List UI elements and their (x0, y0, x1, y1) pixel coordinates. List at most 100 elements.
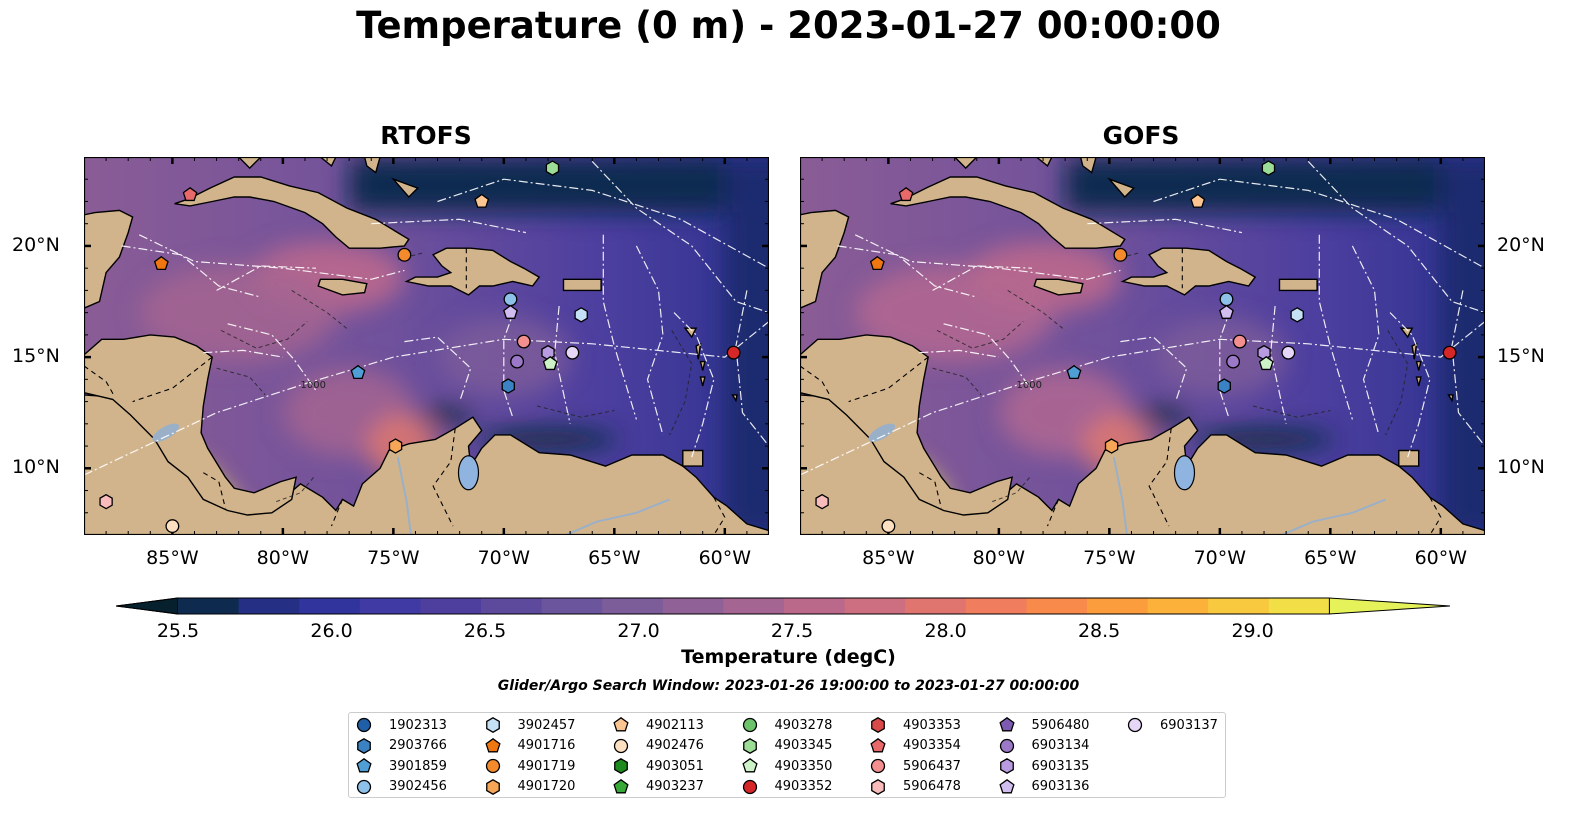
hexagon-marker-icon (614, 758, 628, 774)
float-marker-3901859[interactable] (350, 364, 366, 379)
legend-item[interactable]: 4903354 (869, 736, 961, 756)
float-marker-3901859[interactable] (1066, 364, 1082, 379)
float-marker-3902456[interactable] (1219, 292, 1234, 307)
legend-item[interactable]: 6903137 (1126, 715, 1218, 735)
float-marker-6903136[interactable] (1219, 304, 1234, 319)
legend-item[interactable]: 4903345 (741, 736, 832, 756)
legend-marker-6903134[interactable] (999, 738, 1014, 753)
legend-marker-5906478[interactable] (871, 778, 885, 795)
legend-label: 4903237 (646, 779, 704, 794)
float-marker-3902456[interactable] (503, 292, 518, 307)
float-marker-4901720[interactable] (388, 438, 403, 454)
legend-marker-4903345[interactable] (742, 737, 757, 754)
legend-marker-3902457[interactable] (485, 717, 500, 733)
float-marker-4901716[interactable] (869, 255, 885, 271)
colorbar-segment (905, 598, 967, 614)
float-marker-4903350[interactable] (542, 355, 558, 371)
legend-item[interactable]: 4903237 (612, 777, 704, 797)
legend-marker-4903353[interactable] (871, 717, 885, 733)
lon-tick-label: 60°W (698, 547, 752, 569)
legend-marker-3901859[interactable] (356, 757, 372, 773)
float-marker-6903137[interactable] (1281, 345, 1296, 360)
land-honduras (800, 334, 1014, 516)
legend-marker-4903237[interactable] (613, 778, 629, 793)
colorbar (116, 597, 1451, 615)
float-marker-5906437[interactable] (1232, 334, 1247, 349)
map-panel-rtofs[interactable]: 1000 (84, 157, 769, 535)
float-marker-4902476[interactable] (881, 519, 896, 534)
float-marker-2903766[interactable] (501, 378, 515, 394)
float-marker-4901720[interactable] (1104, 438, 1119, 454)
legend-marker-4903051[interactable] (614, 758, 628, 774)
float-marker-3902457[interactable] (1290, 307, 1304, 323)
float-marker-3902457[interactable] (574, 307, 588, 323)
legend-item[interactable]: 4902113 (612, 715, 704, 735)
pentagon-marker-icon (998, 778, 1015, 793)
float-marker-2903766[interactable] (1217, 378, 1231, 394)
float-marker-4903352[interactable] (1442, 345, 1457, 360)
float-marker-4902113[interactable] (474, 193, 490, 208)
float-marker-5906478[interactable] (815, 493, 829, 510)
legend-item[interactable]: 5906478 (869, 777, 961, 797)
float-marker-4903354[interactable] (898, 186, 914, 202)
float-marker-4902476[interactable] (165, 519, 180, 534)
legend-item[interactable]: 4903353 (869, 715, 961, 735)
legend-item[interactable]: 6903136 (998, 777, 1089, 797)
float-marker-6903136[interactable] (503, 304, 518, 319)
legend-item[interactable]: 4901719 (484, 756, 575, 776)
float-marker-4902113[interactable] (1190, 193, 1206, 208)
legend-marker-5906437[interactable] (870, 758, 886, 774)
float-marker-4903345[interactable] (1261, 160, 1276, 176)
legend-marker-6903135[interactable] (999, 758, 1014, 774)
legend-item[interactable]: 4903278 (741, 715, 832, 735)
legend-marker-4903352[interactable] (742, 779, 757, 794)
legend-item[interactable]: 4901716 (484, 736, 575, 756)
float-marker-4901716[interactable] (153, 255, 169, 271)
legend-marker-6903137[interactable] (1127, 717, 1143, 733)
legend-item[interactable]: 5906437 (869, 756, 961, 776)
legend-marker-4901720[interactable] (485, 778, 500, 795)
float-marker-4901719[interactable] (397, 247, 412, 262)
legend-item[interactable]: 4903051 (612, 756, 704, 776)
legend-marker-4903350[interactable] (741, 757, 758, 773)
legend-item[interactable]: 6903135 (998, 756, 1089, 776)
float-marker-5906437[interactable] (516, 334, 531, 349)
legend-item[interactable]: 2903766 (355, 736, 447, 756)
legend-item[interactable]: 4902476 (612, 736, 704, 756)
circle-marker-icon (485, 758, 500, 774)
float-marker-5906478[interactable] (99, 493, 113, 510)
legend-item[interactable]: 3902457 (484, 715, 575, 735)
legend-marker-4902113[interactable] (613, 716, 629, 732)
legend-item[interactable]: 6903134 (998, 736, 1089, 756)
legend-item[interactable]: 4901720 (484, 777, 575, 797)
map-panel-gofs[interactable]: 1000 (800, 157, 1485, 535)
float-marker-6903134[interactable] (510, 354, 525, 369)
legend-marker-4901719[interactable] (485, 758, 500, 774)
pentagon-marker-icon (484, 737, 501, 752)
float-marker-6903137[interactable] (565, 345, 580, 360)
legend-marker-3902456[interactable] (356, 779, 372, 794)
legend-item[interactable]: 4903350 (741, 756, 832, 776)
legend-marker-4903278[interactable] (742, 717, 757, 733)
legend-marker-4903354[interactable] (870, 737, 886, 752)
legend-marker-4901716[interactable] (484, 737, 501, 752)
float-marker-4903350[interactable] (1258, 355, 1274, 371)
colorbar-tick-label: 25.5 (156, 620, 200, 642)
legend-label: 4903352 (774, 779, 833, 794)
legend-item[interactable]: 3901859 (355, 756, 447, 776)
float-marker-4901719[interactable] (1113, 247, 1128, 262)
legend-marker-2903766[interactable] (357, 737, 371, 754)
legend-marker-5906480[interactable] (998, 716, 1015, 732)
legend-item[interactable]: 3902456 (355, 777, 447, 797)
float-marker-4903345[interactable] (545, 160, 560, 176)
float-marker-4903354[interactable] (182, 186, 198, 202)
float-marker-4903352[interactable] (726, 345, 741, 360)
land-puertoRico (562, 278, 602, 292)
legend-marker-4902476[interactable] (613, 738, 629, 753)
legend-marker-1902313[interactable] (356, 717, 372, 733)
legend-marker-6903136[interactable] (998, 778, 1015, 793)
legend-item[interactable]: 5906480 (998, 715, 1089, 735)
legend-item[interactable]: 1902313 (355, 715, 447, 735)
float-marker-6903134[interactable] (1226, 354, 1241, 369)
legend-item[interactable]: 4903352 (741, 777, 833, 797)
